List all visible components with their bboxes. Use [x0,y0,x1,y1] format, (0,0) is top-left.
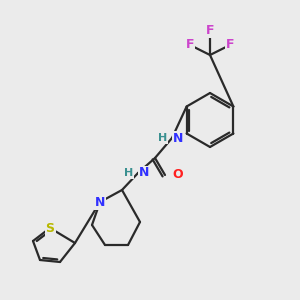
Text: H: H [158,133,167,143]
Text: N: N [95,196,105,208]
Text: S: S [46,221,55,235]
Text: F: F [186,38,194,52]
Text: O: O [172,169,183,182]
Text: F: F [226,38,234,52]
Text: F: F [206,23,214,37]
Text: N: N [173,131,183,145]
Text: N: N [139,167,149,179]
Text: H: H [124,168,133,178]
